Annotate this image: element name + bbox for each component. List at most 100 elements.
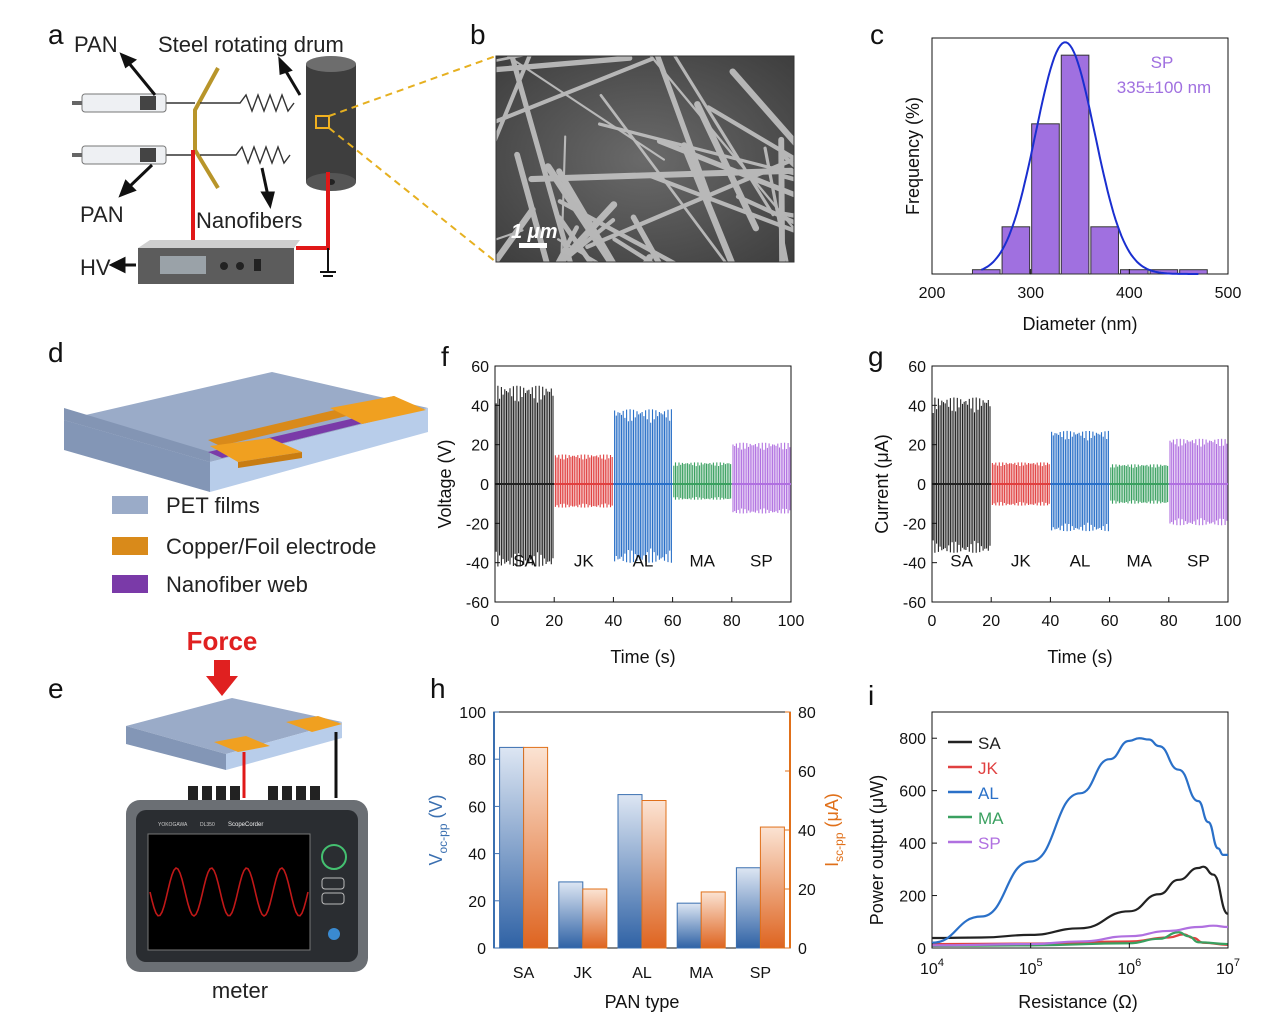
power-curve-sa xyxy=(931,865,1229,940)
tick-y: -20 xyxy=(466,516,489,533)
sem-fiber xyxy=(778,136,786,262)
power-curve-al xyxy=(931,737,1228,944)
syringe-top-icon xyxy=(72,93,195,113)
tick-y: 20 xyxy=(908,438,926,455)
tick-y: 600 xyxy=(899,784,926,801)
annotation-diameter: 335±100 nm xyxy=(1117,78,1211,97)
sem-fiber xyxy=(631,269,807,388)
panel-c: c 200 300 400 500 Diameter (nm) Frequenc… xyxy=(870,19,1241,334)
axis-h-ylabel-left: Voc-pp (V) xyxy=(426,794,450,865)
tick-y-right: 0 xyxy=(798,941,807,958)
bar-isc-ma xyxy=(700,891,726,949)
panel-b: b 1 μm xyxy=(425,19,807,388)
axis-f-xlabel: Time (s) xyxy=(610,647,675,667)
bar-voc-jk xyxy=(558,881,584,949)
tick-c-x: 300 xyxy=(1017,285,1044,302)
bar-voc-ma xyxy=(676,902,702,949)
bar-isc-sp xyxy=(759,826,785,949)
series-label-sa: SA xyxy=(950,552,973,571)
tick-y: 40 xyxy=(908,398,926,415)
tick-c-x: 500 xyxy=(1215,285,1242,302)
jet-top xyxy=(200,93,295,113)
legend-label-al: AL xyxy=(978,784,999,803)
tick-y: 400 xyxy=(899,836,926,853)
panel-a: a PAN Steel rotating drum PAN Nanofibers… xyxy=(48,19,497,284)
sem-fiber xyxy=(673,56,775,217)
bar-voc-sp xyxy=(735,867,761,949)
panel-label-f: f xyxy=(441,341,449,372)
plot-h-area xyxy=(499,746,785,949)
tick-x: 40 xyxy=(1042,613,1060,630)
drum-label: Steel rotating drum xyxy=(158,32,344,57)
panel-label-d: d xyxy=(48,337,64,368)
tick-x: 60 xyxy=(664,613,682,630)
legend-label-ma: MA xyxy=(978,809,1004,828)
series-label-ma: MA xyxy=(689,552,715,571)
tick-x: 105 xyxy=(1019,957,1043,978)
tick-y-right: 80 xyxy=(798,705,816,722)
tick-x: 20 xyxy=(545,613,563,630)
tick-y-left: 60 xyxy=(468,799,486,816)
sem-fiber xyxy=(558,218,616,262)
series-label-jk: JK xyxy=(1011,552,1032,571)
tick-x: 107 xyxy=(1216,957,1240,978)
signal-series-jk xyxy=(991,462,1051,506)
series-label-sp: SP xyxy=(750,552,773,571)
sem-fiber xyxy=(680,142,735,262)
legend-label-jk: JK xyxy=(978,759,999,778)
panel-i: i 104 105 106 107 0 200 400 600 800 SA JK AL MA SP R… xyxy=(867,680,1240,1012)
panel-d: d PET films Copper/Foil electrode Nanofi… xyxy=(48,337,428,597)
tick-c-x: 200 xyxy=(919,285,946,302)
plot-c-area xyxy=(931,41,1229,275)
force-label: Force xyxy=(187,626,258,656)
sem-fiber xyxy=(560,135,567,262)
series-label-al: AL xyxy=(1070,552,1091,571)
series-label-ma: MA xyxy=(1126,552,1152,571)
panel-label-c: c xyxy=(870,19,884,50)
sem-fiber xyxy=(507,56,665,161)
hv-power-supply-icon xyxy=(138,240,300,284)
sem-fiber xyxy=(729,68,794,147)
tick-x: 106 xyxy=(1117,957,1141,978)
device-layers-icon xyxy=(64,372,428,492)
tick-x: 100 xyxy=(1215,613,1242,630)
tick-y: -60 xyxy=(466,595,489,612)
tick-x: 0 xyxy=(928,613,937,630)
tick-y: 20 xyxy=(471,438,489,455)
panel-g: g SA JK AL MA SP 0 20 40 60 80 100 60 40 20 0 -20 -40 -60… xyxy=(868,341,1241,667)
tick-y: -60 xyxy=(903,595,926,612)
pan-label-bottom: PAN xyxy=(80,202,124,227)
tick-y: 60 xyxy=(908,359,926,376)
axis-i-xlabel: Resistance (Ω) xyxy=(1018,992,1138,1012)
tick-y: 0 xyxy=(917,477,926,494)
tick-y-left: 80 xyxy=(468,752,486,769)
sem-fiber xyxy=(425,126,483,335)
category-label: SP xyxy=(750,965,771,982)
category-label: JK xyxy=(573,965,592,982)
tick-y-left: 40 xyxy=(468,847,486,864)
panel-label-a: a xyxy=(48,19,64,50)
hist-bar xyxy=(1031,123,1060,275)
tick-y-right: 20 xyxy=(798,882,816,899)
hist-bar xyxy=(971,269,1001,275)
axis-g-ylabel: Current (μA) xyxy=(872,434,892,533)
hist-bar xyxy=(1060,54,1090,275)
sem-scale-label: 1 μm xyxy=(511,221,558,243)
tick-x: 0 xyxy=(491,613,500,630)
gaussian-fit-line xyxy=(980,41,1199,275)
sem-fiber xyxy=(599,93,727,262)
plot-g-area xyxy=(932,397,1228,553)
legend-swatch-pet xyxy=(112,496,148,514)
series-label-sp: SP xyxy=(1187,552,1210,571)
legend-swatch-nanofiber xyxy=(112,575,148,593)
sem-fiber xyxy=(735,194,794,225)
bar-voc-al xyxy=(617,794,643,949)
meter-scope: ScopeCorder xyxy=(228,822,263,828)
plot-i-area xyxy=(931,737,1229,948)
sem-fiber xyxy=(597,122,794,176)
sem-fiber xyxy=(556,201,618,262)
force-arrow-icon xyxy=(206,660,238,696)
legend-label-sa: SA xyxy=(978,734,1001,753)
sem-fiber xyxy=(496,206,536,262)
tick-y: -40 xyxy=(466,556,489,573)
